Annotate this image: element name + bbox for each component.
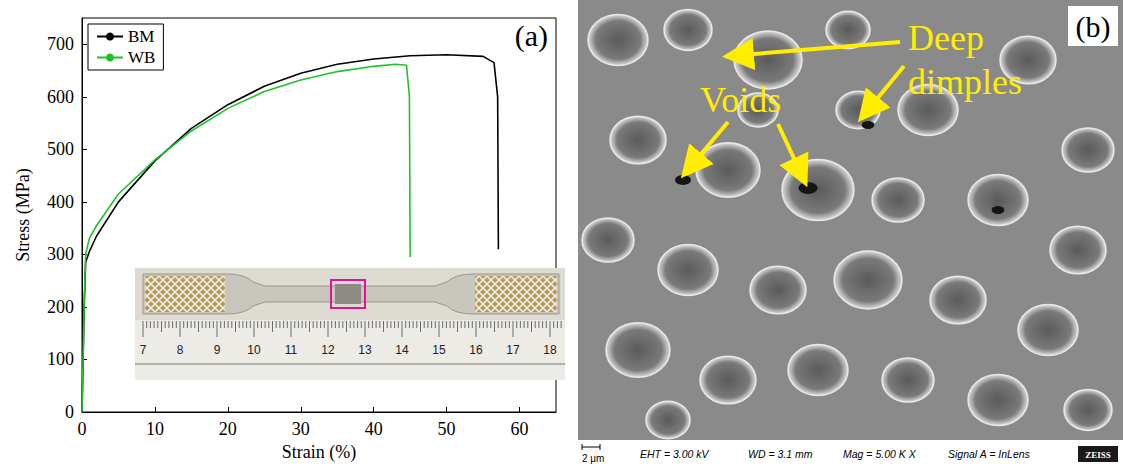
svg-text:300: 300 (47, 244, 74, 264)
svg-text:Strain (%): Strain (%) (282, 442, 356, 463)
svg-text:20: 20 (219, 419, 237, 439)
svg-text:7: 7 (140, 343, 147, 357)
svg-text:EHT = 3.00 kV: EHT = 3.00 kV (640, 448, 710, 460)
svg-text:(a): (a) (515, 19, 548, 53)
svg-text:100: 100 (47, 349, 74, 369)
svg-text:40: 40 (365, 419, 383, 439)
svg-text:ZEISS: ZEISS (1085, 450, 1111, 460)
svg-text:50: 50 (438, 419, 456, 439)
svg-text:30: 30 (292, 419, 310, 439)
svg-text:13: 13 (358, 343, 372, 357)
svg-text:12: 12 (321, 343, 335, 357)
svg-text:10: 10 (247, 343, 261, 357)
svg-text:15: 15 (432, 343, 446, 357)
svg-text:WB: WB (128, 48, 155, 67)
svg-text:Stress (MPa): Stress (MPa) (13, 168, 34, 262)
svg-text:60: 60 (511, 419, 529, 439)
svg-text:WD = 3.1 mm: WD = 3.1 mm (748, 448, 813, 460)
svg-text:2 μm: 2 μm (582, 453, 604, 464)
svg-text:Voids: Voids (700, 80, 781, 120)
svg-text:10: 10 (146, 419, 164, 439)
svg-text:16: 16 (469, 343, 483, 357)
svg-text:0: 0 (65, 402, 74, 422)
svg-text:9: 9 (214, 343, 221, 357)
svg-text:Deepdimples: Deepdimples (908, 18, 1022, 102)
svg-text:500: 500 (47, 139, 74, 159)
svg-text:Signal A = InLens: Signal A = InLens (948, 448, 1031, 460)
svg-text:0: 0 (78, 419, 87, 439)
svg-text:14: 14 (395, 343, 409, 357)
svg-text:600: 600 (47, 87, 74, 107)
svg-text:8: 8 (177, 343, 184, 357)
svg-text:Mag = 5.00 K X: Mag = 5.00 K X (843, 448, 917, 460)
svg-text:400: 400 (47, 192, 74, 212)
svg-text:(b): (b) (1076, 10, 1111, 44)
svg-text:17: 17 (506, 343, 520, 357)
svg-text:BM: BM (128, 27, 154, 46)
svg-text:700: 700 (47, 34, 74, 54)
svg-text:18: 18 (543, 343, 557, 357)
svg-text:200: 200 (47, 297, 74, 317)
svg-text:11: 11 (285, 343, 298, 357)
